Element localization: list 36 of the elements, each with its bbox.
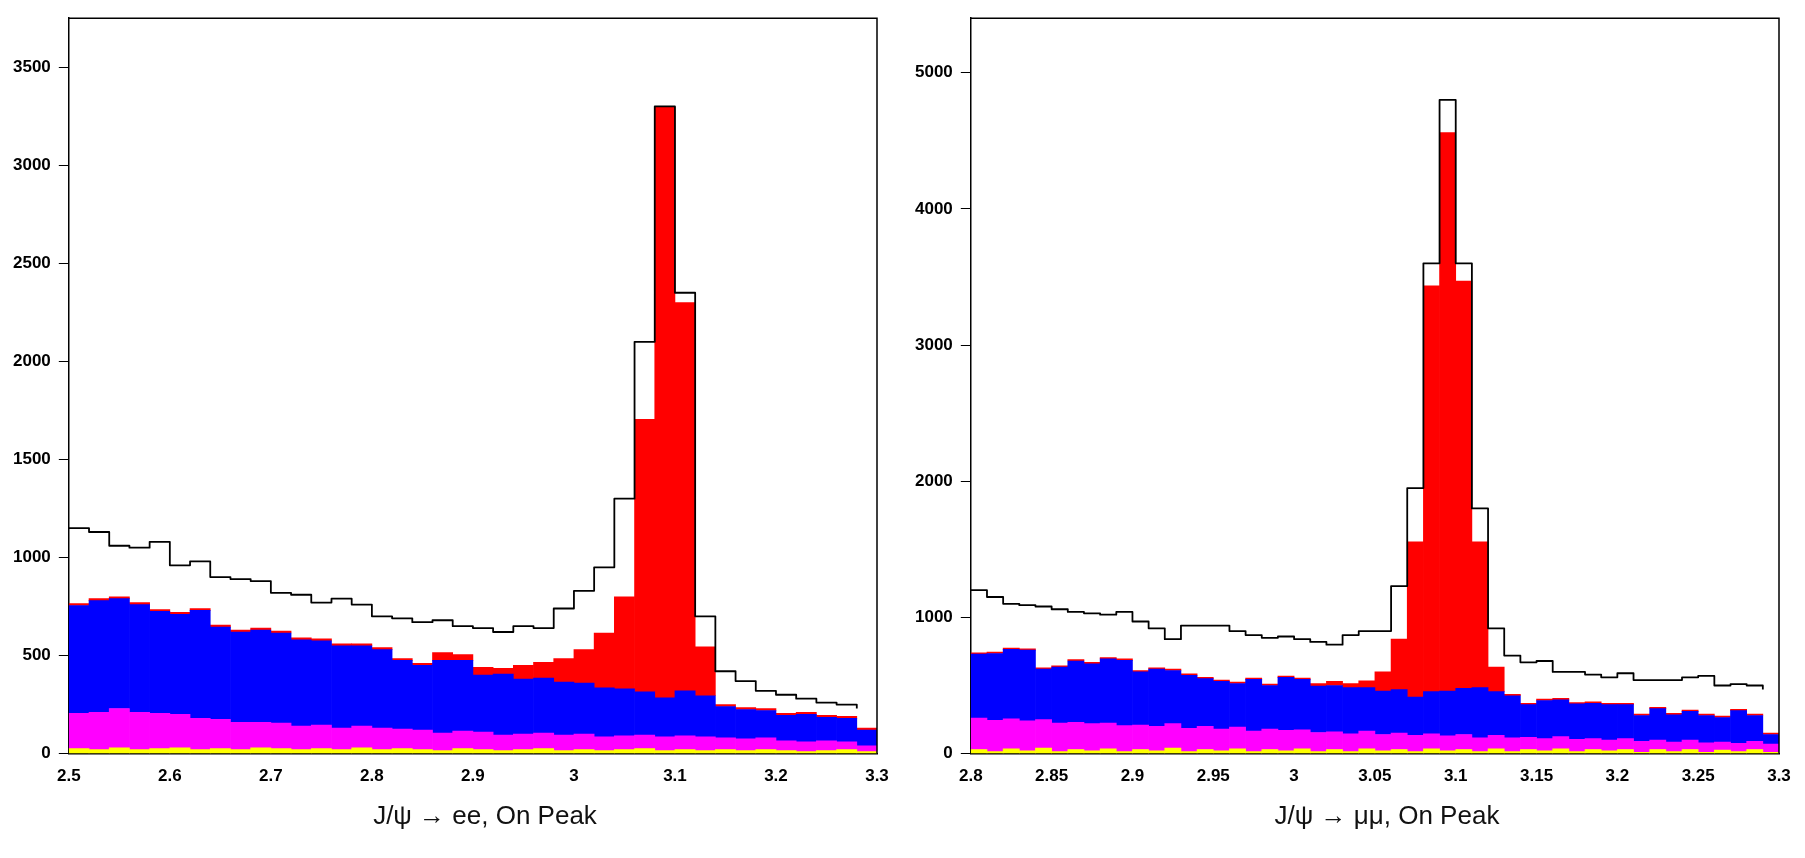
- x-tick-label: 2.95: [1196, 766, 1230, 786]
- x-tick-label: 3.2: [764, 766, 788, 786]
- x-tick-label: 2.6: [158, 766, 182, 786]
- x-tick-label: 3.25: [1681, 766, 1715, 786]
- x-tick-label: 2.7: [259, 766, 283, 786]
- x-tick-label: 3.3: [1767, 766, 1791, 786]
- x-tick-label: 2.8: [959, 766, 983, 786]
- x-axis-title: J/ψ → ee, On Peak: [372, 800, 598, 831]
- y-tick-label: 1000: [914, 607, 953, 627]
- x-tick-label: 3: [1289, 766, 1299, 786]
- x-axis-title: J/ψ → μμ, On Peak: [1273, 800, 1501, 831]
- y-tick-label: 2500: [12, 253, 51, 273]
- y-tick-label: 0: [41, 743, 51, 763]
- y-tick-label: 3000: [914, 334, 953, 354]
- y-tick-label: 3500: [12, 56, 51, 76]
- x-tick-label: 3.2: [1605, 766, 1630, 786]
- x-tick-label: 3.05: [1358, 766, 1392, 786]
- y-tick-label: 5000: [914, 62, 953, 82]
- y-tick-label: 2000: [12, 351, 51, 371]
- y-tick-label: 4000: [914, 198, 953, 218]
- x-tick-label: 3.3: [865, 766, 889, 786]
- y-tick-label: 1500: [12, 449, 51, 469]
- x-tick-label: 3: [569, 766, 579, 786]
- x-tick-label: 2.8: [360, 766, 384, 786]
- x-tick-label: 2.9: [1120, 766, 1145, 786]
- y-tick-label: 2000: [914, 470, 953, 490]
- y-tick-label: 0: [943, 743, 953, 763]
- x-tick-label: 3.15: [1520, 766, 1554, 786]
- x-tick-label: 3.1: [663, 766, 687, 786]
- y-tick-label: 3000: [12, 154, 51, 174]
- x-tick-label: 3.1: [1443, 766, 1468, 786]
- y-tick-label: 500: [22, 645, 51, 665]
- x-tick-label: 2.5: [57, 766, 81, 786]
- x-tick-label: 2.85: [1035, 766, 1069, 786]
- x-tick-label: 2.9: [461, 766, 485, 786]
- y-tick-label: 1000: [12, 547, 51, 567]
